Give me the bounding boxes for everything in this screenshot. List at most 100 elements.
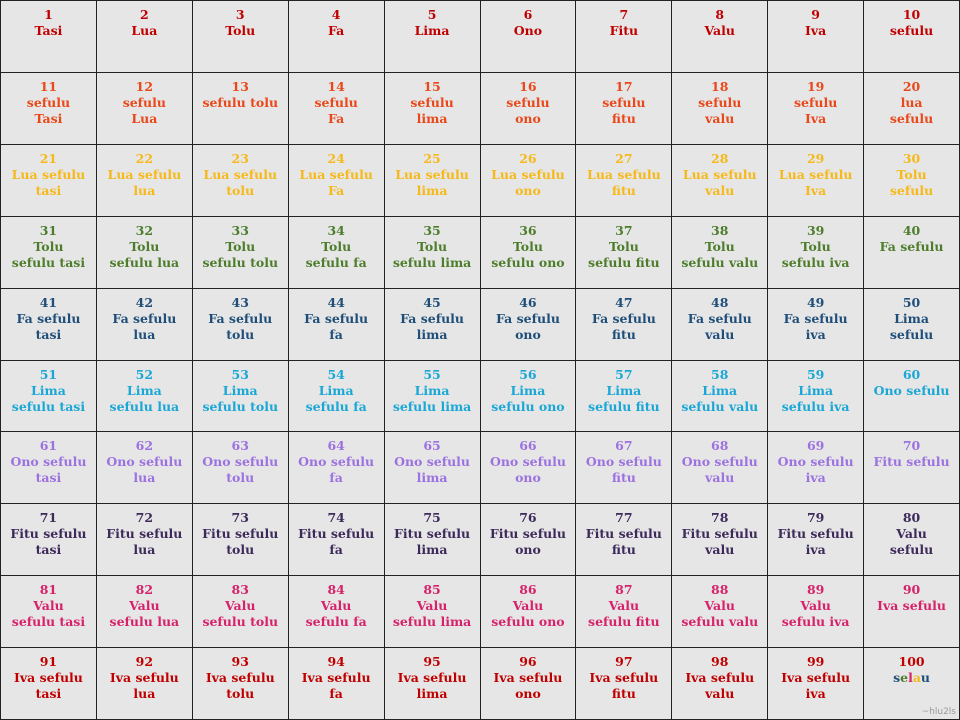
grid-cell: 6 Ono (480, 1, 577, 73)
cell-number: 80 (902, 510, 921, 526)
grid-cell: 58 Lima sefulu valu (672, 360, 769, 433)
grid-cell: 31 Tolu sefulu tasi (1, 216, 97, 289)
grid-cell: 15 sefulu lima (384, 72, 481, 145)
cell-words: Ono sefulu ono (489, 454, 566, 486)
cell-words: Valu sefulu ono (491, 598, 565, 630)
grid-cell: 60 Ono sefulu (864, 360, 960, 433)
grid-cell: 25 Lua sefulu lima (384, 144, 481, 217)
cell-words: Lima sefulu valu (681, 382, 759, 414)
cell-words: Lua sefulu tolu (203, 166, 278, 198)
grid-cell: 28 Lua sefulu valu (672, 144, 769, 217)
cell-words: Ono (513, 23, 543, 38)
cell-words: Tolu sefulu fa (305, 238, 367, 270)
grid-cell: 19 sefulu Iva (768, 72, 865, 145)
grid-cell: 20 lua sefulu (864, 72, 960, 145)
cell-words: Valu sefulu fa (305, 598, 367, 630)
cell-number: 20 (902, 78, 921, 94)
cell-words: sefulu Fa (314, 94, 358, 126)
grid-cell: 57 Lima sefulu fitu (576, 360, 673, 433)
grid-cell: 26 Lua sefulu ono (480, 144, 577, 217)
grid-cell: 69 Ono sefulu iva (768, 432, 865, 505)
cell-words: Valu sefulu tolu (202, 598, 279, 630)
cell-words: Valu sefulu lima (392, 598, 472, 630)
grid-cell: 59 Lima sefulu iva (768, 360, 865, 433)
grid-cell: 39 Tolu sefulu iva (768, 216, 865, 289)
grid-cell: 3 Tolu (192, 1, 289, 73)
grid-cell: 5 Lima (384, 1, 481, 73)
grid-cell: 83 Valu sefulu tolu (192, 576, 289, 649)
grid-cell: 34 Tolu sefulu fa (288, 216, 385, 289)
grid-cell: 45 Fa sefulu lima (384, 288, 481, 361)
grid-cell: 49 Fa sefulu iva (768, 288, 865, 361)
cell-number: 55 (423, 366, 441, 382)
cell-words: Tolu sefulu tasi (11, 238, 86, 270)
cell-number: 19 (806, 78, 825, 94)
cell-number: 40 (902, 222, 921, 238)
grid-cell: 47 Fa sefulu fitu (576, 288, 673, 361)
cell-words: Fa sefulu ono (495, 310, 560, 342)
cell-words: Lua sefulu ono (491, 166, 565, 198)
cell-number: 89 (806, 582, 825, 598)
cell-words: sefulu fitu (602, 94, 646, 126)
cell-words: Valu sefulu tasi (11, 598, 86, 630)
cell-number: 61 (39, 438, 58, 454)
cell-words: Tolu sefulu tolu (202, 238, 279, 270)
cell-number: 29 (806, 150, 825, 166)
grid-cell: 43 Fa sefulu tolu (192, 288, 289, 361)
cell-number: 78 (711, 510, 729, 526)
grid-cell: 65 Ono sefulu lima (384, 432, 481, 505)
grid-cell: 63 Ono sefulu tolu (192, 432, 289, 505)
grid-cell: 13 sefulu tolu (192, 72, 289, 145)
grid-cell: 90 Iva sefulu (864, 576, 960, 649)
cell-words: Iva sefulu (877, 598, 946, 614)
cell-number: 32 (135, 222, 154, 238)
cell-number: 60 (902, 366, 921, 382)
grid-cell: 17 sefulu fitu (576, 72, 673, 145)
cell-number: 5 (427, 7, 437, 22)
grid-cell: 67 Ono sefulu fitu (576, 432, 673, 505)
grid-cell: 93 Iva sefulu tolu (192, 648, 289, 720)
cell-words: Fitu sefulu fa (298, 526, 375, 558)
grid-cell: 80 Valu sefulu (864, 504, 960, 577)
grid-cell: 12 sefulu Lua (96, 72, 193, 145)
cell-number: 33 (231, 222, 249, 238)
grid-cell: 82 Valu sefulu lua (96, 576, 193, 649)
cell-words: Ono sefulu iva (777, 454, 854, 486)
cell-words: Lima sefulu lua (109, 382, 180, 414)
cell-words: sefulu (889, 23, 934, 38)
grid-cell: 53 Lima sefulu tolu (192, 360, 289, 433)
grid-cell: 89 Valu sefulu iva (768, 576, 865, 649)
cell-number: 81 (39, 582, 58, 598)
cell-words: lua sefulu (889, 94, 934, 126)
cell-words: Iva sefulu ono (493, 670, 563, 702)
grid-cell: 44 Fa sefulu fa (288, 288, 385, 361)
grid-cell: 70 Fitu sefulu (864, 432, 960, 505)
cell-words: Tolu sefulu iva (781, 238, 850, 270)
cell-words: Lima sefulu fa (305, 382, 367, 414)
grid-cell: 51 Lima sefulu tasi (1, 360, 97, 433)
cell-number: 35 (423, 222, 441, 238)
cell-words: Tolu (225, 23, 256, 38)
cell-number: 90 (902, 582, 921, 598)
cell-number: 97 (615, 654, 633, 670)
cell-number: 66 (519, 438, 537, 454)
cell-words: Fitu sefulu tolu (202, 526, 279, 558)
cell-number: 79 (806, 510, 825, 526)
cell-words: Tolu sefulu fitu (588, 238, 660, 270)
cell-words: Iva sefulu fitu (589, 670, 659, 702)
cell-number: 42 (135, 294, 154, 310)
grid-cell: 81 Valu sefulu tasi (1, 576, 97, 649)
cell-words: Ono sefulu tasi (10, 454, 87, 486)
grid-cell: 9 Iva (768, 1, 865, 73)
cell-words: Iva sefulu fa (301, 670, 371, 702)
cell-words: Iva sefulu lima (397, 670, 467, 702)
cell-words: Fitu sefulu lua (106, 526, 183, 558)
cell-number: 85 (423, 582, 441, 598)
cell-number: 46 (519, 294, 537, 310)
cell-words: Fitu sefulu valu (681, 526, 758, 558)
cell-words: Lima sefulu tolu (202, 382, 279, 414)
cell-words: Tolu sefulu lua (109, 238, 180, 270)
cell-number: 28 (711, 150, 729, 166)
cell-words: Ono sefulu lima (394, 454, 471, 486)
cell-number: 47 (615, 294, 633, 310)
